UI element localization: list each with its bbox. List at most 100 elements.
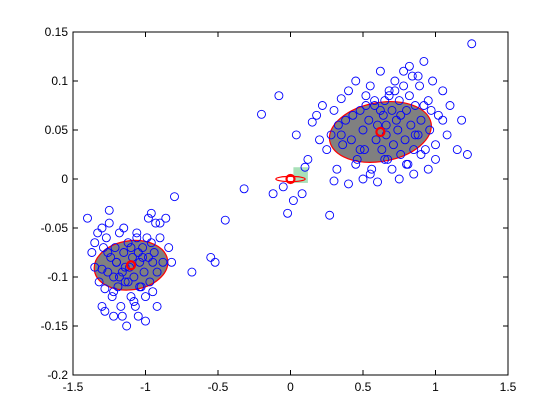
data-point — [452, 145, 462, 155]
data-point — [278, 182, 288, 192]
data-point — [143, 213, 153, 223]
data-point — [365, 81, 375, 91]
data-point — [336, 130, 346, 140]
data-point — [141, 316, 150, 326]
data-point — [116, 301, 126, 311]
data-point — [394, 174, 404, 184]
data-point — [109, 311, 119, 321]
data-point — [361, 91, 371, 101]
data-point — [101, 233, 111, 243]
y-tick-label: 0 — [61, 172, 68, 186]
data-point — [445, 101, 455, 110]
data-point — [410, 130, 420, 140]
data-point — [351, 76, 361, 86]
data-point — [317, 101, 327, 110]
data-point — [394, 96, 404, 106]
data-point — [415, 81, 424, 91]
data-point — [341, 115, 351, 125]
data-point — [100, 284, 110, 294]
y-tick-label: -0.05 — [41, 221, 69, 235]
data-point — [87, 248, 97, 257]
data-point — [148, 287, 158, 297]
data-point — [333, 120, 343, 130]
data-point — [297, 189, 307, 199]
data-point — [161, 213, 171, 223]
center-layer — [125, 126, 386, 271]
data-point — [119, 223, 129, 233]
data-point — [390, 76, 400, 86]
cluster-ellipse-2 — [328, 101, 432, 163]
data-point — [94, 277, 104, 287]
y-tick-label: 0.05 — [45, 123, 69, 137]
data-point — [431, 140, 440, 150]
data-point — [132, 228, 142, 238]
data-point — [360, 145, 369, 155]
data-point — [120, 262, 130, 272]
data-point — [130, 301, 140, 311]
data-point — [100, 306, 110, 316]
data-point — [149, 248, 159, 257]
y-tick-label: -0.1 — [47, 270, 68, 284]
y-tick-label: 0.15 — [45, 25, 69, 39]
data-point — [462, 150, 472, 159]
data-point — [141, 292, 150, 302]
data-point — [119, 248, 129, 257]
data-point — [361, 101, 371, 110]
x-tick-label: -1.5 — [63, 380, 84, 394]
y-tick-label: -0.15 — [41, 319, 69, 333]
data-point — [425, 125, 435, 135]
data-point — [338, 140, 348, 150]
data-point — [129, 297, 139, 306]
data-point — [103, 267, 113, 277]
cluster-center-3 — [285, 173, 296, 185]
data-point — [402, 105, 411, 115]
data-point — [257, 109, 266, 119]
y-axis: -0.2 -0.15 -0.1 -0.05 0 0.05 0.1 0.15 — [41, 25, 508, 382]
data-point — [187, 267, 197, 277]
data-point — [352, 154, 362, 164]
data-point — [106, 252, 116, 262]
data-point — [126, 243, 136, 253]
data-point — [145, 277, 155, 287]
x-tick-label: 1 — [432, 380, 439, 394]
data-point — [367, 164, 377, 174]
data-point — [370, 96, 380, 106]
data-point — [383, 154, 393, 164]
x-tick-label: 0 — [287, 380, 294, 394]
data-point — [139, 267, 149, 277]
x-tick-label: -1 — [140, 380, 151, 394]
data-point — [413, 71, 423, 81]
data-point — [129, 272, 139, 282]
data-point — [438, 86, 448, 96]
data-point — [239, 184, 249, 194]
data-point — [329, 105, 339, 115]
data-point — [220, 215, 230, 225]
data-point — [399, 81, 409, 91]
data-point — [431, 154, 440, 164]
data-point — [375, 105, 385, 115]
data-point — [312, 110, 322, 120]
data-point — [358, 125, 368, 135]
data-point — [274, 91, 284, 101]
data-point — [167, 257, 177, 267]
data-point — [146, 238, 156, 248]
data-point — [107, 292, 117, 302]
data-point — [402, 159, 411, 169]
data-point — [426, 105, 436, 115]
data-point — [210, 257, 220, 267]
data-point — [390, 86, 400, 96]
data-point — [384, 91, 394, 101]
data-point — [365, 169, 375, 179]
data-point — [364, 115, 374, 125]
data-point — [114, 272, 124, 282]
data-point — [348, 110, 358, 120]
data-point — [104, 205, 114, 215]
data-point — [110, 243, 120, 253]
x-axis: -1.5 -1 -0.5 0 0.5 1 1.5 — [63, 32, 517, 394]
data-point — [146, 208, 156, 218]
data-point — [148, 257, 158, 267]
data-point — [442, 130, 452, 140]
data-point — [122, 321, 132, 331]
data-point — [97, 301, 107, 311]
data-point — [117, 267, 127, 277]
